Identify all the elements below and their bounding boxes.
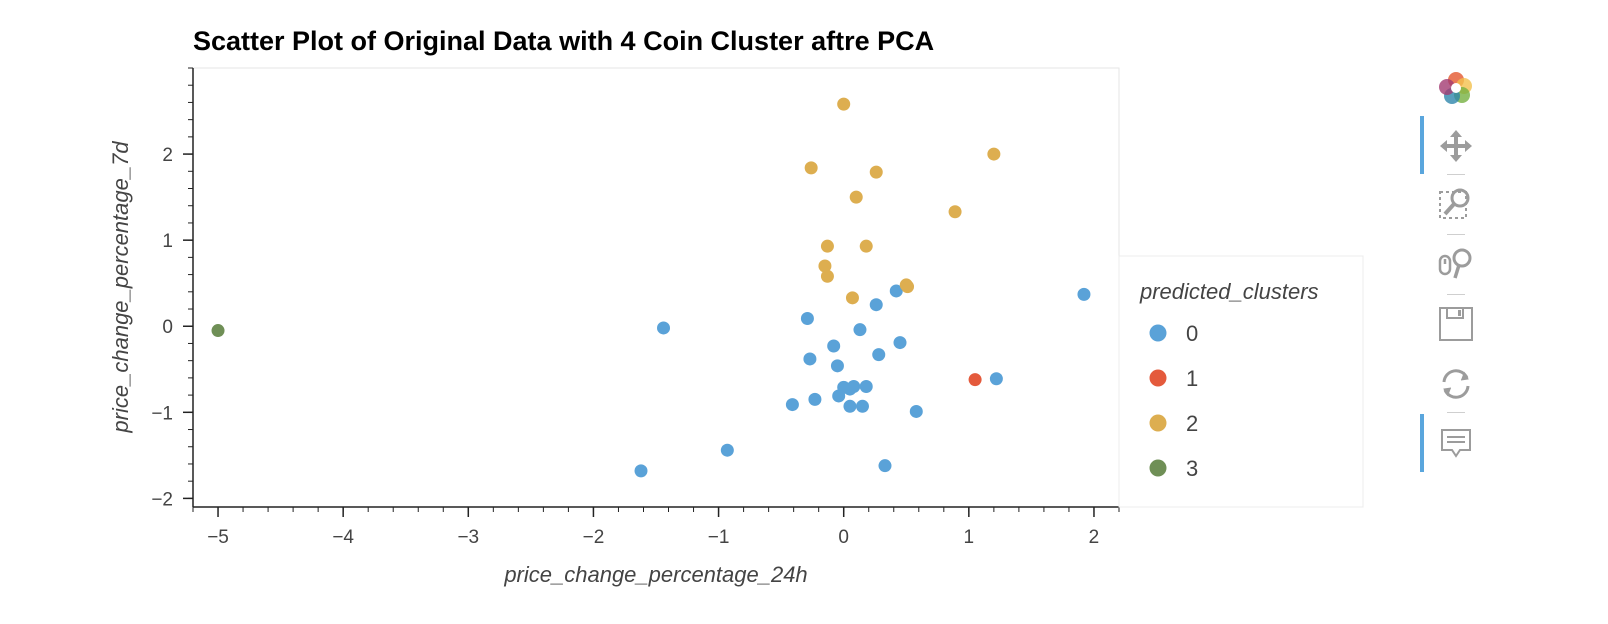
save-icon[interactable]: [1436, 304, 1476, 344]
data-point-cluster-0[interactable]: [808, 392, 822, 406]
legend-title: predicted_clusters: [1139, 279, 1319, 304]
data-point-cluster-1[interactable]: [968, 373, 982, 387]
legend-marker-0: [1149, 324, 1167, 342]
data-point-cluster-2[interactable]: [845, 291, 859, 305]
x-tick-label: −5: [207, 527, 229, 548]
y-tick-label: 1: [162, 231, 173, 252]
y-tick-label: 0: [162, 317, 173, 338]
y-axis-label: price_change_percentage_7d: [108, 141, 133, 434]
y-tick-label: −1: [151, 403, 173, 424]
data-point-cluster-2[interactable]: [820, 239, 834, 253]
pan-active-indicator: [1420, 116, 1424, 174]
bokeh-logo-icon[interactable]: [1436, 68, 1476, 108]
x-tick-label: 1: [964, 527, 975, 548]
y-axis: −2 −1 0 1 2: [151, 67, 194, 510]
data-point-cluster-0[interactable]: [853, 323, 867, 337]
data-point-cluster-0[interactable]: [830, 359, 844, 373]
data-point-cluster-0[interactable]: [785, 398, 799, 412]
x-tick-label: −1: [708, 527, 730, 548]
wheel-zoom-icon[interactable]: [1436, 244, 1476, 284]
x-tick-label: 2: [1089, 527, 1100, 548]
data-point-cluster-0[interactable]: [859, 379, 873, 393]
legend-label-1: 1: [1186, 366, 1198, 391]
data-point-cluster-3[interactable]: [211, 324, 225, 338]
y-tick-label: 2: [162, 145, 173, 166]
x-tick-label: −3: [457, 527, 479, 548]
x-tick-label: −2: [583, 527, 605, 548]
legend-marker-3: [1149, 459, 1167, 477]
legend-marker-1: [1149, 369, 1167, 387]
x-axis: −5 −4 −3 −2 −1 0 1 2: [192, 506, 1120, 548]
data-point-cluster-0[interactable]: [872, 348, 886, 362]
data-point-cluster-0[interactable]: [909, 404, 923, 418]
data-point-cluster-0[interactable]: [657, 321, 671, 335]
data-point-cluster-2[interactable]: [869, 165, 883, 179]
data-point-cluster-0[interactable]: [803, 352, 817, 366]
data-point-cluster-2[interactable]: [820, 269, 834, 283]
hover-icon[interactable]: [1436, 424, 1476, 464]
x-tick-label: 0: [838, 527, 849, 548]
legend-label-2: 2: [1186, 411, 1198, 436]
data-point-cluster-0[interactable]: [800, 311, 814, 325]
data-point-cluster-0[interactable]: [843, 399, 857, 413]
data-point-cluster-0[interactable]: [855, 399, 869, 413]
data-point-cluster-2[interactable]: [804, 161, 818, 175]
hover-active-indicator: [1420, 414, 1424, 472]
pan-icon[interactable]: [1436, 126, 1476, 166]
legend-marker-2: [1149, 414, 1167, 432]
data-point-cluster-2[interactable]: [987, 147, 1001, 161]
data-point-cluster-0[interactable]: [869, 298, 883, 312]
data-point-cluster-0[interactable]: [878, 459, 892, 473]
data-point-cluster-0[interactable]: [832, 389, 846, 403]
legend-label-3: 3: [1186, 456, 1198, 481]
box-zoom-icon[interactable]: [1436, 184, 1476, 224]
chart-toolbar: [1420, 68, 1480, 488]
data-point-cluster-2[interactable]: [818, 259, 832, 273]
data-point-cluster-0[interactable]: [634, 464, 648, 478]
legend: predicted_clusters 0 1 2 3: [1118, 255, 1364, 508]
x-tick-label: −4: [332, 527, 354, 548]
data-point-cluster-0[interactable]: [893, 336, 907, 350]
data-point-cluster-0[interactable]: [989, 372, 1003, 386]
y-tick-label: −2: [151, 489, 173, 510]
legend-label-0: 0: [1186, 321, 1198, 346]
data-point-cluster-0[interactable]: [827, 339, 841, 353]
plot-frame[interactable]: [192, 67, 1120, 508]
data-point-cluster-0[interactable]: [720, 443, 734, 457]
data-point-cluster-2[interactable]: [837, 97, 851, 111]
chart-title: Scatter Plot of Original Data with 4 Coi…: [193, 26, 934, 56]
data-point-cluster-2[interactable]: [948, 205, 962, 219]
data-point-cluster-0[interactable]: [889, 284, 903, 298]
data-point-cluster-2[interactable]: [859, 239, 873, 253]
x-axis-label: price_change_percentage_24h: [503, 562, 807, 587]
data-points: [211, 97, 1091, 478]
data-point-cluster-0[interactable]: [1077, 287, 1091, 301]
reset-icon[interactable]: [1436, 364, 1476, 404]
data-point-cluster-2[interactable]: [849, 190, 863, 204]
scatter-chart: Scatter Plot of Original Data with 4 Coi…: [108, 26, 1364, 587]
data-point-cluster-2[interactable]: [901, 280, 915, 294]
data-point-cluster-0[interactable]: [843, 382, 857, 396]
